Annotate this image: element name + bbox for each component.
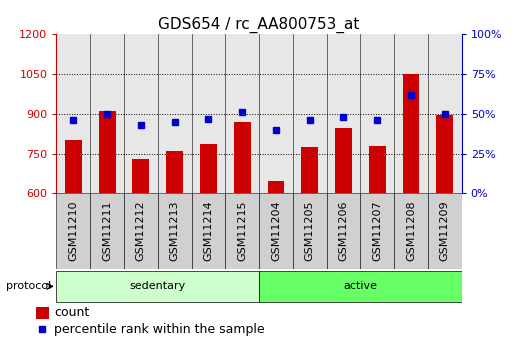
Bar	[428, 34, 462, 193]
Text: protocol: protocol	[6, 282, 51, 291]
Bar	[369, 146, 386, 193]
Bar	[98, 111, 115, 193]
Bar	[437, 115, 453, 193]
Text: GSM11206: GSM11206	[339, 201, 348, 261]
Text: active: active	[343, 282, 378, 291]
Bar	[90, 193, 124, 269]
Bar	[327, 193, 360, 269]
Bar	[394, 193, 428, 269]
Bar	[403, 74, 420, 193]
Bar	[132, 159, 149, 193]
Bar	[166, 151, 183, 193]
Text: percentile rank within the sample: percentile rank within the sample	[54, 323, 265, 336]
Bar	[259, 34, 293, 193]
Bar	[36, 307, 49, 319]
Text: GSM11209: GSM11209	[440, 201, 450, 262]
Bar	[56, 271, 259, 302]
Text: GSM11211: GSM11211	[102, 201, 112, 261]
Text: sedentary: sedentary	[130, 282, 186, 291]
Bar	[157, 193, 191, 269]
Text: GSM11212: GSM11212	[136, 201, 146, 262]
Bar	[225, 193, 259, 269]
Text: GSM11210: GSM11210	[68, 201, 78, 261]
Bar	[65, 140, 82, 193]
Bar	[157, 34, 191, 193]
Bar	[394, 34, 428, 193]
Bar	[225, 34, 259, 193]
Bar	[56, 34, 90, 193]
Bar	[191, 34, 225, 193]
Bar	[327, 34, 360, 193]
Bar	[293, 34, 327, 193]
Bar	[267, 180, 284, 193]
Bar	[428, 193, 462, 269]
Text: GSM11214: GSM11214	[204, 201, 213, 262]
Text: GSM11207: GSM11207	[372, 201, 382, 262]
Bar	[90, 34, 124, 193]
Text: GSM11213: GSM11213	[170, 201, 180, 261]
Text: GSM11208: GSM11208	[406, 201, 416, 262]
Bar	[293, 193, 327, 269]
Bar	[191, 193, 225, 269]
Bar	[124, 193, 158, 269]
Bar	[360, 193, 394, 269]
Text: GSM11215: GSM11215	[237, 201, 247, 261]
Text: GSM11205: GSM11205	[305, 201, 314, 261]
Text: GSM11204: GSM11204	[271, 201, 281, 262]
Bar	[259, 193, 293, 269]
Bar	[234, 122, 251, 193]
Bar	[301, 147, 318, 193]
Bar	[360, 34, 394, 193]
Bar	[259, 271, 462, 302]
Text: count: count	[54, 306, 89, 319]
Bar	[335, 128, 352, 193]
Title: GDS654 / rc_AA800753_at: GDS654 / rc_AA800753_at	[159, 17, 360, 33]
Bar	[200, 144, 217, 193]
Bar	[56, 193, 90, 269]
Bar	[124, 34, 158, 193]
